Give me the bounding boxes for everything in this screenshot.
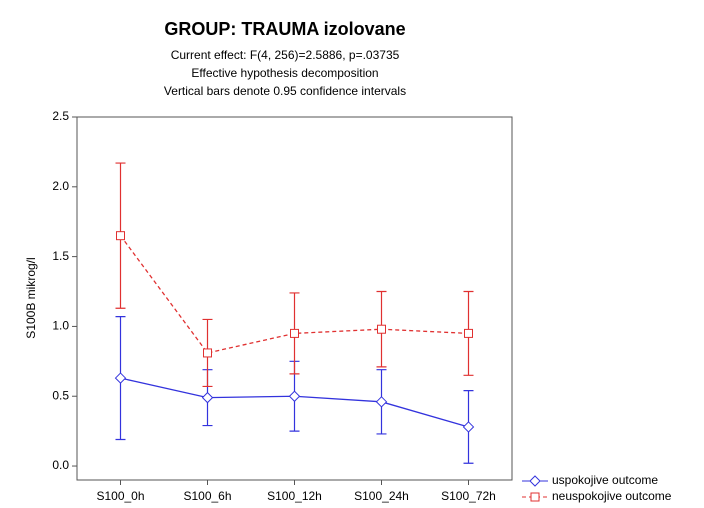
marker — [116, 231, 125, 241]
legend-label: uspokojive outcome — [552, 473, 658, 487]
y-tick-label: 1.5 — [52, 249, 69, 263]
marker — [462, 421, 475, 433]
legend-label: neuspokojive outcome — [552, 489, 672, 503]
chart-title: GROUP: TRAUMA izolovane — [164, 19, 405, 39]
marker — [201, 391, 214, 404]
x-tick-label: S100_12h — [267, 489, 322, 503]
x-tick-label: S100_24h — [354, 489, 409, 503]
y-axis-label: S100B mikrog/l — [24, 257, 38, 338]
marker — [529, 475, 541, 487]
subtitle: Effective hypothesis decomposition — [191, 66, 378, 80]
marker — [290, 328, 299, 338]
series-line — [119, 235, 469, 354]
marker — [203, 348, 212, 358]
y-tick-label: 1.0 — [52, 319, 69, 333]
y-tick-label: 0.0 — [52, 458, 69, 472]
marker — [377, 324, 386, 334]
marker — [530, 492, 540, 502]
subtitle: Current effect: F(4, 256)=2.5886, p=.037… — [171, 48, 400, 62]
marker — [375, 396, 388, 408]
marker — [288, 390, 301, 402]
x-tick-label: S100_6h — [183, 489, 231, 503]
x-tick-label: S100_72h — [441, 489, 496, 503]
y-tick-label: 2.0 — [52, 179, 69, 193]
subtitle: Vertical bars denote 0.95 confidence int… — [164, 84, 406, 98]
y-tick-label: 2.5 — [52, 109, 69, 123]
marker — [114, 372, 127, 384]
x-tick-label: S100_0h — [96, 489, 144, 503]
y-tick-label: 0.5 — [52, 388, 69, 402]
marker — [464, 328, 473, 338]
